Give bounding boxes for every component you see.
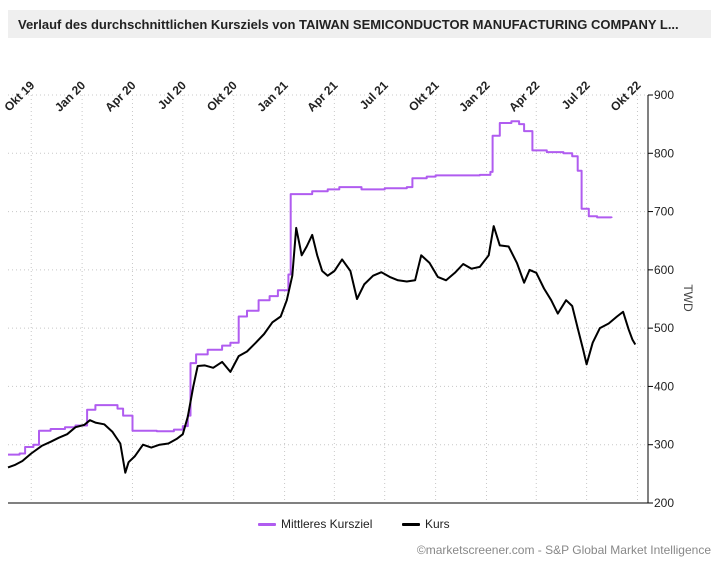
y-tick-label: 900 [654,88,674,102]
legend-label-target: Mittleres Kursziel [281,517,373,531]
title-bar: Verlauf des durchschnittlichen Kursziels… [8,10,711,38]
legend-swatch-price [402,523,420,527]
chart-title: Verlauf des durchschnittlichen Kursziels… [18,17,679,32]
x-axis-ticks: Okt 19 Jan 20 Apr 20 Jul 20 Okt 20 Jan 21 Apr … [2,78,644,115]
y-tick-label: 600 [654,263,674,277]
y-tick-label: 700 [654,205,674,219]
y-axis-title: TWD [681,284,695,312]
series-lines [7,120,637,474]
y-tick-label: 200 [654,496,674,510]
legend-item-target[interactable]: Mittleres Kursziel [258,517,372,531]
legend-label-price: Kurs [425,517,450,531]
x-tick-label: Jul 22 [559,78,593,112]
legend-item-price[interactable]: Kurs [402,517,450,531]
x-tick-label: Okt 20 [204,78,240,114]
x-tick-label: Jan 21 [254,78,291,115]
x-tick-label: Jul 21 [357,78,391,112]
stock-price-line [7,225,637,474]
legend-swatch-target [258,523,276,527]
x-tick-label: Apr 22 [506,78,543,115]
x-tick-label: Jan 20 [52,78,89,115]
legend: Mittleres Kursziel Kurs [0,517,719,535]
y-tick-label: 300 [654,438,674,452]
target-price-line [8,120,613,456]
y-tick-label: 500 [654,321,674,335]
x-tick-label: Apr 20 [102,78,139,115]
x-tick-label: Okt 21 [406,78,442,114]
source-credit: ©marketscreener.com - S&P Global Market … [416,543,711,557]
y-axis-ticks: 200 300 400 500 600 700 800 900 [648,88,674,510]
x-tick-label: Apr 21 [304,78,341,115]
y-tick-label: 800 [654,146,674,160]
x-tick-label: Jan 22 [456,78,493,115]
y-tick-label: 400 [654,379,674,393]
grid-lines [8,94,649,504]
x-tick-label: Okt 22 [608,78,644,114]
x-tick-label: Okt 19 [2,78,38,114]
